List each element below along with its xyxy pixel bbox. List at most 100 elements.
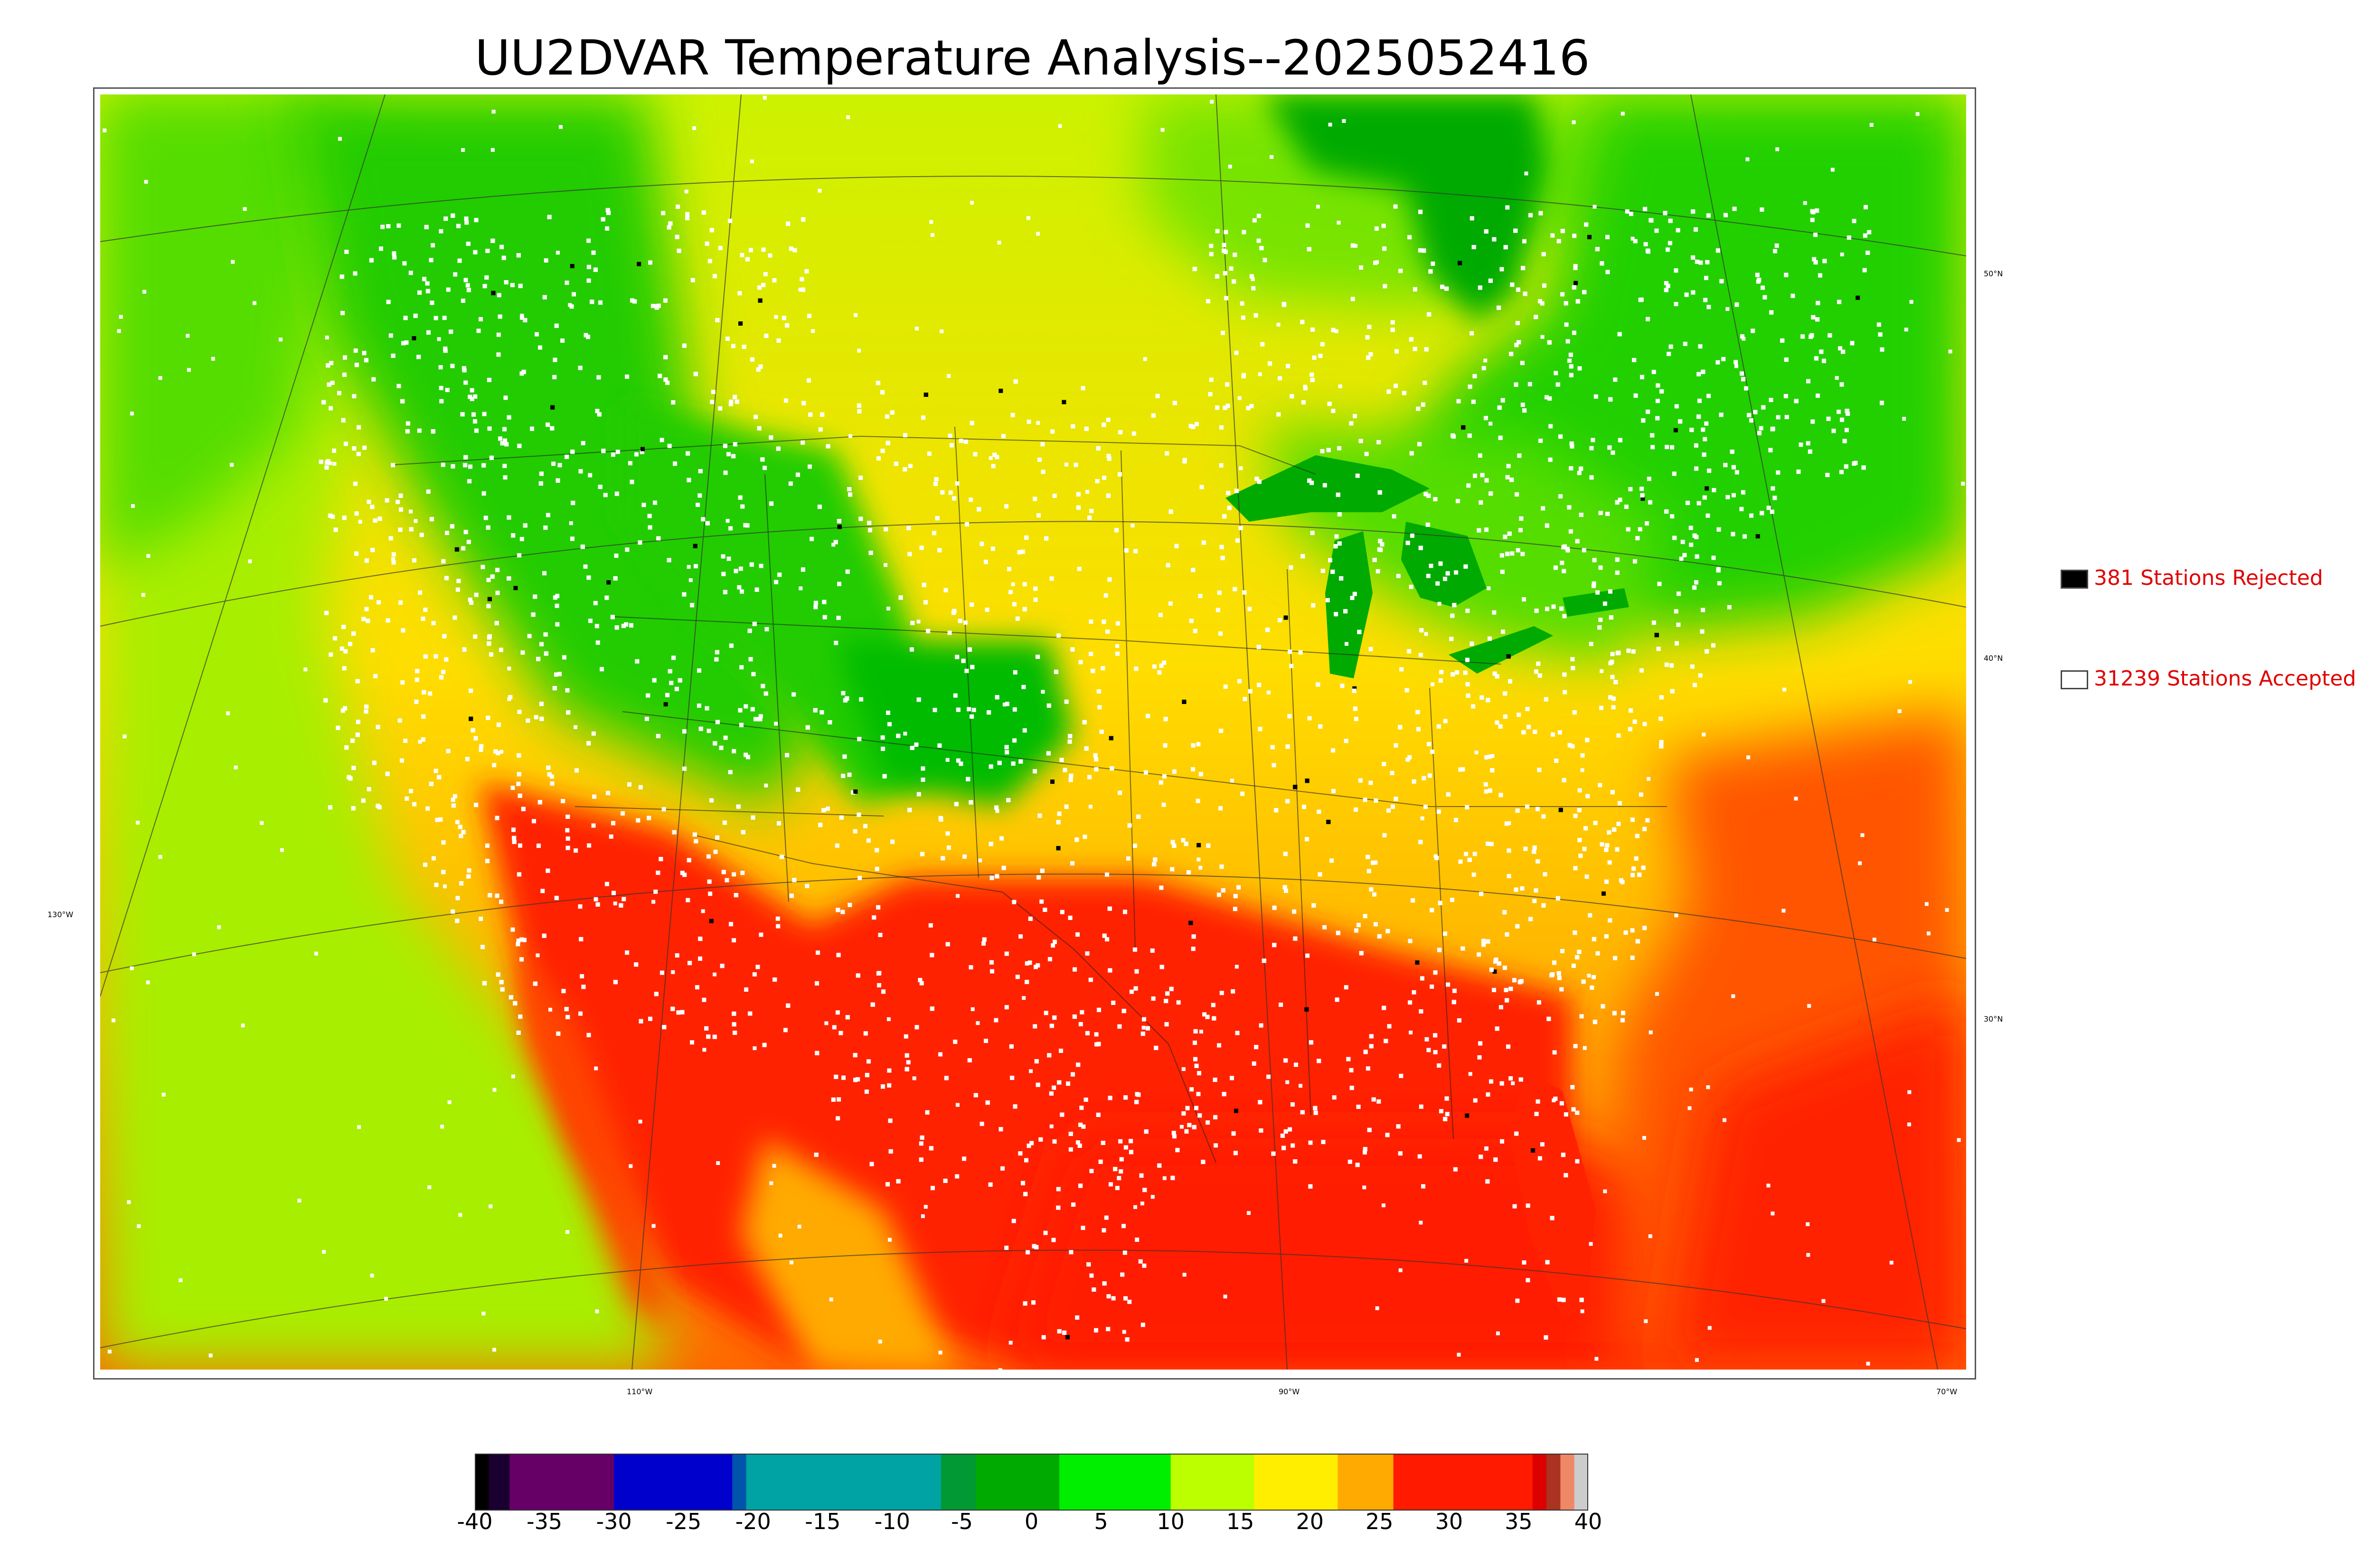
station-accepted-marker [1589, 1242, 1593, 1246]
station-accepted-marker [488, 893, 492, 898]
station-accepted-marker [1605, 270, 1610, 274]
station-accepted-marker [1254, 477, 1259, 481]
station-accepted-marker [443, 216, 448, 221]
station-accepted-marker [650, 304, 655, 308]
station-accepted-marker [651, 900, 656, 904]
station-accepted-marker [1383, 284, 1387, 289]
station-accepted-marker [1538, 211, 1543, 216]
station-rejected-marker [1305, 779, 1309, 783]
station-accepted-marker [1168, 601, 1173, 606]
station-accepted-marker [1040, 868, 1045, 873]
station-accepted-marker [1575, 1110, 1580, 1115]
station-accepted-marker [1436, 809, 1441, 814]
station-accepted-marker [1396, 1124, 1400, 1128]
station-accepted-marker [1118, 430, 1123, 434]
station-accepted-marker [831, 1097, 836, 1102]
station-accepted-marker [329, 361, 334, 366]
station-accepted-marker [638, 540, 642, 545]
station-accepted-marker [746, 755, 750, 760]
station-accepted-marker [463, 530, 468, 535]
station-accepted-marker [1060, 1112, 1065, 1117]
station-accepted-marker [1191, 568, 1196, 573]
station-accepted-marker [1511, 1081, 1515, 1085]
station-accepted-marker [1677, 592, 1681, 596]
station-accepted-marker [989, 960, 994, 965]
station-accepted-marker [1454, 817, 1458, 822]
station-accepted-marker [775, 916, 780, 921]
station-accepted-marker [504, 442, 509, 447]
station-accepted-marker [1162, 1176, 1167, 1180]
station-accepted-marker [1811, 210, 1816, 215]
station-accepted-marker [604, 595, 609, 600]
station-accepted-marker [479, 747, 483, 752]
station-accepted-marker [1666, 283, 1670, 288]
station-rejected-marker [663, 702, 668, 707]
colorbar-tick-label: -5 [951, 1509, 973, 1534]
station-accepted-marker [507, 576, 511, 581]
station-accepted-marker [976, 1021, 980, 1025]
station-accepted-marker [1117, 1024, 1122, 1029]
station-accepted-marker [857, 409, 862, 413]
station-accepted-marker [1507, 531, 1512, 536]
station-accepted-marker [1047, 1053, 1052, 1058]
station-accepted-marker [1118, 790, 1122, 795]
station-accepted-marker [208, 1353, 213, 1358]
station-accepted-marker [1543, 872, 1547, 877]
colorbar-segment [1170, 1454, 1254, 1511]
station-accepted-marker [677, 248, 681, 253]
station-accepted-marker [1486, 698, 1490, 703]
colorbar-tick-label: 20 [1296, 1509, 1324, 1534]
station-accepted-marker [1813, 260, 1818, 265]
station-accepted-marker [1623, 930, 1628, 935]
station-accepted-marker [725, 337, 730, 341]
station-accepted-marker [574, 725, 578, 729]
station-accepted-marker [592, 794, 597, 799]
station-accepted-marker [231, 260, 235, 264]
station-accepted-marker [805, 725, 810, 730]
station-accepted-marker [1507, 874, 1511, 879]
station-accepted-marker [353, 271, 358, 276]
station-accepted-marker [1572, 234, 1577, 238]
lat-label-50n: 50°N [1984, 269, 2003, 278]
station-accepted-marker [943, 1178, 948, 1183]
station-accepted-marker [534, 715, 538, 720]
station-accepted-marker [663, 377, 668, 382]
lake-superior [1225, 455, 1430, 522]
station-accepted-marker [480, 945, 485, 949]
station-accepted-marker [1285, 744, 1290, 749]
station-accepted-marker [1915, 112, 1920, 116]
station-accepted-marker [1493, 959, 1498, 964]
station-accepted-marker [561, 989, 566, 994]
station-accepted-marker [774, 580, 779, 584]
station-accepted-marker [443, 884, 447, 889]
station-accepted-marker [1433, 854, 1438, 858]
station-accepted-marker [648, 260, 652, 265]
station-accepted-marker [553, 357, 557, 362]
station-accepted-marker [733, 394, 737, 399]
station-accepted-marker [1356, 1105, 1360, 1108]
station-accepted-marker [1199, 485, 1204, 489]
station-accepted-marker [1367, 325, 1372, 329]
station-accepted-marker [1695, 1358, 1699, 1362]
station-accepted-marker [297, 1199, 301, 1203]
station-accepted-marker [1536, 1099, 1540, 1104]
station-accepted-marker [1537, 673, 1542, 678]
station-accepted-marker [352, 446, 356, 451]
station-accepted-marker [621, 624, 626, 628]
station-accepted-marker [451, 464, 455, 469]
station-accepted-marker [1545, 523, 1549, 528]
station-accepted-marker [1111, 1000, 1116, 1005]
station-accepted-marker [1488, 278, 1493, 283]
lake-michigan [1325, 531, 1373, 678]
station-accepted-marker [735, 399, 739, 404]
temperature-map[interactable] [100, 94, 1966, 1370]
station-accepted-marker [1642, 926, 1647, 930]
station-accepted-marker [783, 398, 788, 403]
station-accepted-marker [614, 554, 619, 558]
station-accepted-marker [841, 691, 846, 695]
station-accepted-marker [723, 443, 727, 448]
station-accepted-marker [1639, 487, 1644, 491]
station-accepted-marker [722, 820, 727, 825]
station-accepted-marker [546, 513, 550, 517]
station-accepted-marker [764, 627, 769, 631]
